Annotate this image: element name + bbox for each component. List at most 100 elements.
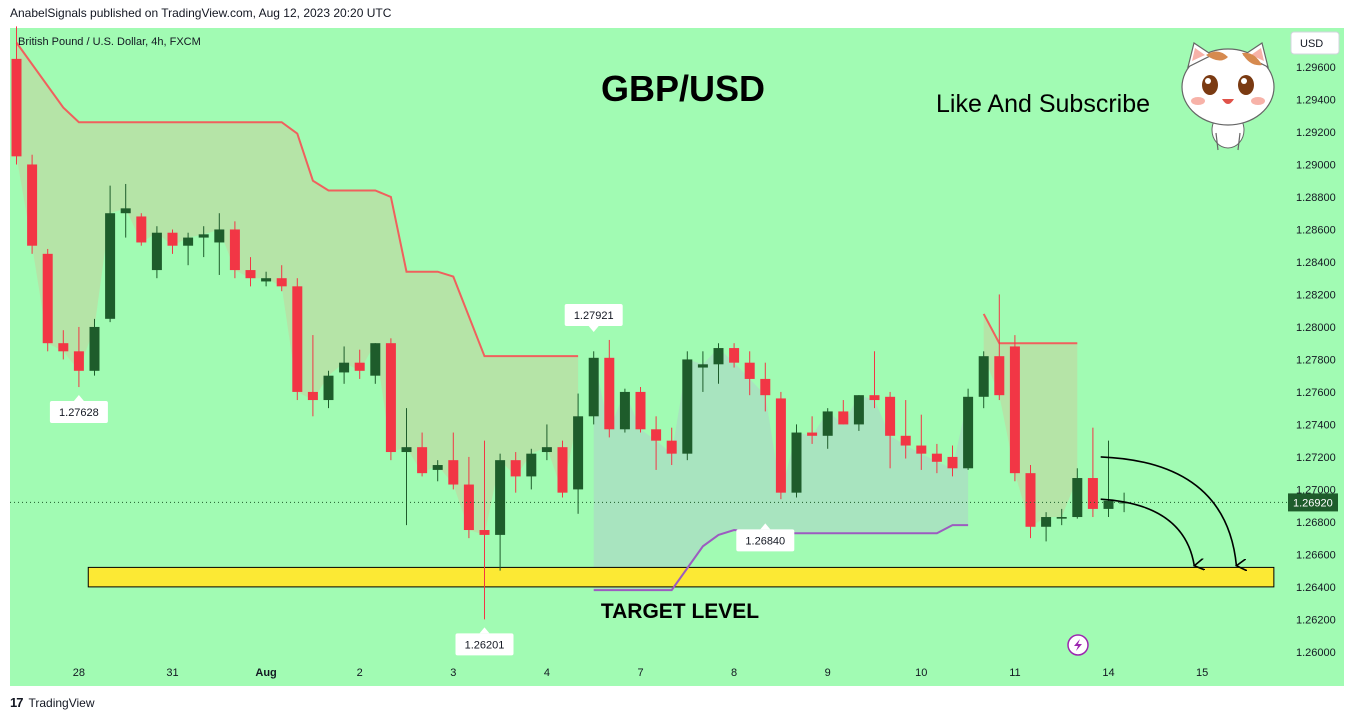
candle	[479, 440, 490, 620]
currency-button[interactable]: USD	[1290, 31, 1340, 55]
candle	[105, 185, 116, 323]
candle	[136, 213, 147, 246]
candle-body	[417, 447, 428, 474]
candle	[1009, 335, 1020, 482]
callout-text: 1.26840	[745, 535, 785, 547]
time-axis-background	[10, 660, 1344, 686]
callout-box	[455, 633, 514, 656]
candle-body	[791, 432, 802, 493]
candle-body	[963, 396, 974, 469]
candle	[573, 393, 584, 514]
candle	[651, 416, 662, 470]
alert-icon[interactable]	[1067, 634, 1089, 656]
y-tick-label: 1.28400	[1296, 257, 1336, 269]
candle-body	[885, 396, 896, 436]
price-callouts: 1.27628 1.26201 1.27921 1.26840	[49, 303, 795, 656]
candle	[744, 351, 755, 396]
candle	[729, 343, 740, 368]
candle	[1072, 468, 1083, 519]
y-tick-label: 1.28000	[1296, 322, 1336, 334]
candle-body	[370, 343, 381, 376]
candle-body	[526, 453, 537, 477]
candle	[557, 440, 568, 498]
candle-body	[713, 348, 724, 365]
candle-body	[323, 375, 334, 401]
time-axis[interactable]: 28 31 Aug 2 3 4 7 8 9 10 11 14 15	[73, 667, 1208, 679]
current-price-box	[1288, 493, 1338, 512]
candle-body	[807, 432, 818, 436]
candle-body	[276, 278, 287, 287]
callout-pointer	[760, 523, 771, 530]
y-tick-label: 1.29000	[1296, 159, 1336, 171]
x-tick-label: 11	[1009, 667, 1020, 679]
candle	[120, 183, 131, 238]
candle-body	[58, 343, 69, 352]
projection-arrow	[1100, 456, 1237, 566]
candle-body	[1087, 478, 1098, 509]
price-callout: 1.27921	[564, 303, 623, 332]
candle	[370, 343, 381, 384]
candle	[339, 346, 350, 384]
candle-body	[385, 343, 396, 453]
candle	[58, 330, 69, 360]
price-axis[interactable]: 1.29600 1.29400 1.29200 1.29000 1.28800 1.286…	[1288, 31, 1340, 659]
candle	[978, 351, 989, 409]
candle	[432, 460, 443, 482]
x-tick-label: 7	[637, 667, 643, 679]
y-tick-label: 1.26000	[1296, 647, 1336, 659]
candle	[541, 424, 552, 461]
candle	[323, 370, 334, 409]
candle-body	[1056, 517, 1067, 519]
candle-body	[214, 229, 225, 243]
symbol-line: British Pound / U.S. Dollar, 4h, FXCM	[18, 36, 201, 48]
candle	[682, 351, 693, 461]
x-tick-label: 28	[73, 667, 85, 679]
candle	[713, 343, 724, 384]
candle-body	[729, 348, 740, 363]
candle	[697, 351, 708, 392]
x-tick-label: 8	[731, 667, 737, 679]
x-tick-label: 4	[544, 667, 550, 679]
candle-body	[229, 229, 240, 271]
candle-body	[1009, 346, 1020, 474]
y-tick-label: 1.29600	[1296, 62, 1336, 74]
candle	[791, 424, 802, 498]
candle-body	[635, 391, 646, 430]
candle-body	[167, 232, 178, 246]
candle	[167, 229, 178, 254]
candle-body	[931, 453, 942, 462]
x-tick-label: 9	[825, 667, 831, 679]
footer: 17 TradingView	[10, 695, 95, 710]
candle	[1087, 427, 1098, 518]
y-tick-label: 1.27200	[1296, 452, 1336, 464]
candle-body	[354, 362, 365, 371]
candle	[1041, 512, 1052, 542]
price-axis-background	[1288, 28, 1344, 660]
candle	[994, 294, 1005, 401]
candle	[807, 416, 818, 444]
candle	[916, 414, 927, 470]
price-callout: 1.27628	[49, 395, 108, 424]
candle	[775, 391, 786, 500]
candle	[463, 456, 474, 539]
callout-box	[564, 303, 623, 326]
candle-body	[619, 391, 630, 430]
candle-body	[105, 213, 116, 319]
candle-body	[1103, 500, 1114, 509]
candle	[245, 257, 256, 287]
candle-body	[1119, 502, 1130, 504]
candle	[1056, 508, 1067, 526]
footer-brand[interactable]: TradingView	[28, 695, 95, 710]
y-tick-label: 1.27600	[1296, 387, 1336, 399]
candle-body	[744, 362, 755, 379]
candle	[635, 387, 646, 433]
cat-icon	[1181, 42, 1275, 151]
upper-band-area-2	[983, 313, 1078, 527]
candle-body	[510, 460, 521, 477]
candle	[151, 226, 162, 279]
current-price-label: 1.26920	[1288, 493, 1338, 512]
candle	[89, 318, 100, 376]
candle	[604, 339, 615, 438]
current-price-text: 1.26920	[1293, 497, 1333, 509]
